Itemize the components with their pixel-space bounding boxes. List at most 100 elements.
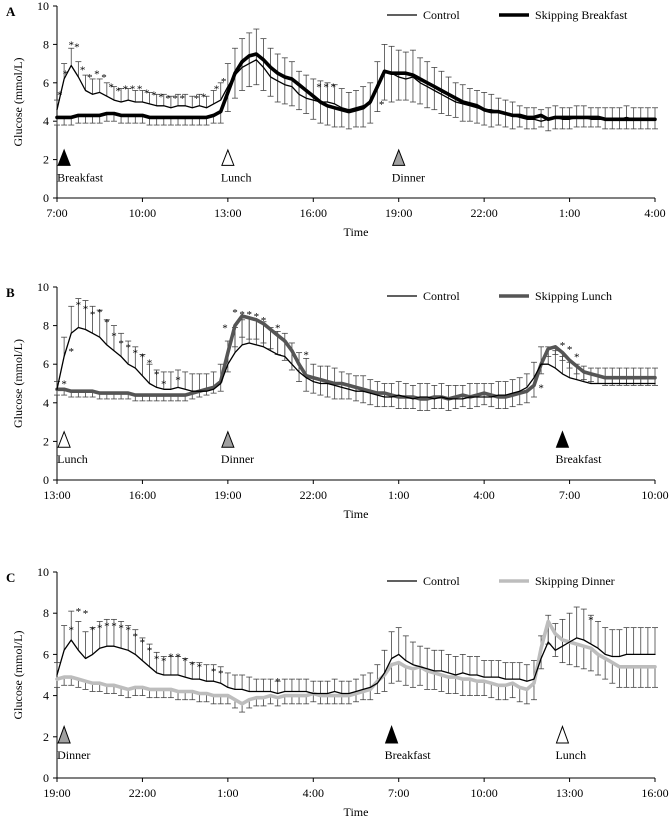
series-line-intervention [55, 314, 657, 401]
x-axis-label: Time [344, 507, 369, 521]
significance-star: * [144, 87, 150, 99]
significance-star: * [574, 352, 580, 364]
y-tick-label: 2 [43, 434, 49, 448]
x-tick-label: 16:00 [129, 488, 156, 502]
meal-triangle-icon [391, 148, 406, 166]
significance-star: * [104, 621, 110, 633]
significance-star: * [275, 676, 281, 688]
x-tick-label: 10:00 [470, 786, 497, 800]
significance-star: * [90, 625, 96, 637]
y-tick-label: 0 [43, 473, 49, 487]
significance-star: * [61, 379, 67, 391]
significance-star: * [80, 64, 86, 76]
significance-star: * [140, 637, 146, 649]
y-axis-label: Glucose (mmol/L) [11, 58, 25, 147]
meal-label: Breakfast [57, 170, 104, 184]
y-tick-label: 8 [43, 606, 49, 620]
legend-label-control: Control [423, 574, 460, 588]
significance-star: * [221, 76, 227, 88]
series-line-control [56, 637, 656, 695]
significance-star: * [68, 346, 74, 358]
significance-star: * [190, 660, 196, 672]
y-tick-label: 6 [43, 647, 49, 661]
significance-star: * [63, 68, 69, 80]
significance-star: * [567, 344, 573, 356]
meal-label: Lunch [555, 748, 586, 762]
significance-star: * [68, 625, 74, 637]
meal-triangle-icon [57, 148, 71, 166]
significance-star: * [194, 93, 200, 105]
x-axis-label: Time [344, 225, 369, 239]
significance-star: * [588, 614, 594, 626]
significance-star: * [175, 651, 181, 663]
significance-star: * [275, 323, 281, 335]
x-tick-label: 10:00 [641, 488, 668, 502]
significance-star: * [147, 645, 153, 657]
x-tick-label: 16:00 [641, 786, 668, 800]
meal-triangle-icon [221, 148, 235, 166]
significance-star: * [97, 307, 103, 319]
significance-star: * [97, 623, 103, 635]
x-axis-label: Time [344, 805, 369, 819]
meal-triangle-icon [555, 725, 570, 744]
y-tick-label: 10 [37, 565, 49, 579]
meal-triangle-icon [384, 725, 399, 744]
x-tick-label: 10:00 [129, 206, 156, 220]
meal-label: Dinner [57, 748, 90, 762]
significance-star: * [151, 89, 157, 101]
significance-star: * [115, 86, 121, 98]
significance-star: * [222, 323, 228, 335]
significance-star: * [130, 84, 136, 96]
significance-star: * [57, 89, 63, 101]
meal-label: Dinner [221, 452, 254, 466]
y-tick-label: 2 [43, 730, 49, 744]
meal-triangle-icon [57, 430, 71, 448]
significance-star: * [154, 653, 160, 665]
x-tick-label: 22:00 [129, 786, 156, 800]
significance-star: * [94, 68, 100, 80]
series-line-control [56, 59, 656, 122]
y-tick-label: 0 [43, 191, 49, 205]
significance-star: * [154, 369, 160, 381]
significance-star: * [133, 348, 139, 360]
y-tick-label: 4 [43, 689, 49, 703]
error-bars-intervention [54, 621, 658, 713]
significance-star: * [90, 309, 96, 321]
y-tick-label: 0 [43, 771, 49, 785]
x-tick-label: 1:00 [217, 786, 238, 800]
y-tick-label: 4 [43, 114, 49, 128]
significance-star: * [180, 93, 186, 105]
significance-star: * [175, 375, 181, 387]
significance-star: * [161, 379, 167, 391]
significance-star: * [316, 82, 322, 94]
panel-label: A [6, 4, 16, 19]
series-line-intervention [55, 619, 657, 706]
significance-star: * [239, 309, 245, 321]
significance-star: * [137, 84, 143, 96]
legend-label-control: Control [423, 8, 460, 22]
x-tick-label: 7:00 [559, 488, 580, 502]
legend-label-control: Control [423, 289, 460, 303]
significance-star: * [108, 82, 114, 94]
y-tick-label: 8 [43, 37, 49, 51]
meal-triangle-icon [57, 725, 71, 744]
x-tick-label: 19:00 [43, 786, 70, 800]
significance-star: * [168, 651, 174, 663]
meal-label: Lunch [57, 452, 88, 466]
significance-star: * [182, 656, 188, 668]
legend-label-intervention: Skipping Lunch [535, 289, 612, 303]
significance-star: * [87, 72, 93, 84]
significance-star: * [303, 350, 309, 362]
x-tick-label: 4:00 [473, 488, 494, 502]
significance-star: * [211, 666, 217, 678]
x-tick-label: 4:00 [644, 206, 665, 220]
y-tick-label: 6 [43, 357, 49, 371]
significance-star: * [538, 382, 544, 394]
panel-b: B 0 2 4 6 8 10 13:00 16:00 19:00 22:00 1:00 4:00 7:00… [6, 280, 669, 521]
significance-star: * [201, 91, 207, 103]
y-tick-label: 8 [43, 319, 49, 333]
meal-label: Breakfast [555, 452, 602, 466]
significance-star: * [118, 623, 124, 635]
significance-star: * [172, 93, 178, 105]
